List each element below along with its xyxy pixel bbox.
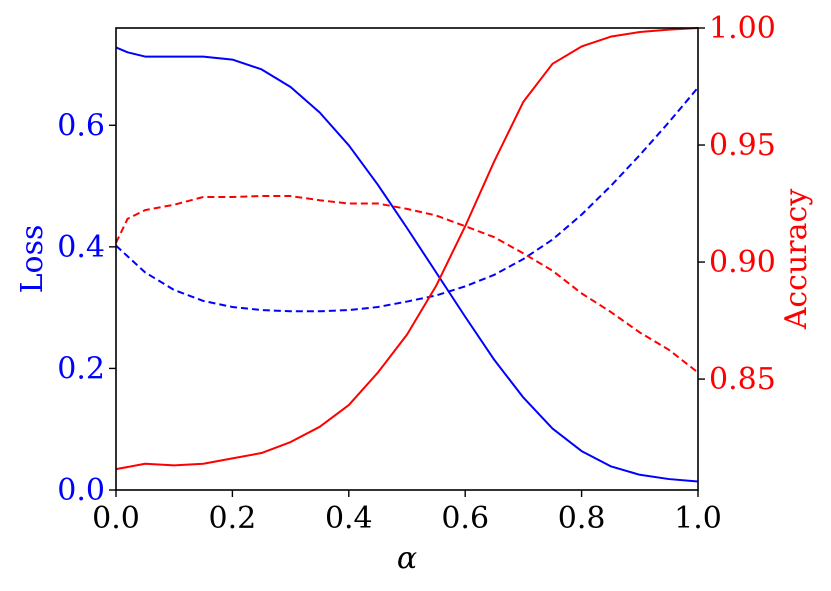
plot-frame [115,27,699,491]
y-right-tick-label: 0.85 [709,362,776,397]
y-axis-left-title: Loss [15,225,50,294]
y-left-tick-label: 0.0 [57,473,105,508]
y-right-tick-label: 0.90 [709,245,776,280]
y-left-tick-label: 0.2 [57,351,105,386]
plot-lines [115,27,699,483]
series-line-3-right-solid [115,27,699,471]
y-left-tick-label: 0.4 [57,230,105,265]
x-axis-title: α [397,541,417,576]
y-right-tick-label: 0.95 [709,128,776,163]
y-axis-right: 0.85 0.90 0.95 1.00 [698,11,776,397]
x-tick-label: 0.0 [92,501,140,536]
series-line-2-left-dashed [115,86,699,313]
y-right-tick-label: 1.00 [709,11,776,46]
x-tick-label: 0.4 [325,501,373,536]
y-axis-right-title: Accuracy [779,189,814,331]
x-tick-label: 0.6 [441,501,489,536]
x-axis: 0.0 0.2 0.4 0.6 0.8 1.0 [92,490,722,536]
x-tick-label: 1.0 [674,501,722,536]
series-line-1-left-solid [115,46,699,483]
x-tick-label: 0.2 [209,501,257,536]
y-left-tick-label: 0.6 [57,108,105,143]
series-line-4-right-dashed [115,195,699,374]
y-axis-left: 0.0 0.2 0.4 0.6 [57,108,116,508]
x-tick-label: 0.8 [558,501,606,536]
